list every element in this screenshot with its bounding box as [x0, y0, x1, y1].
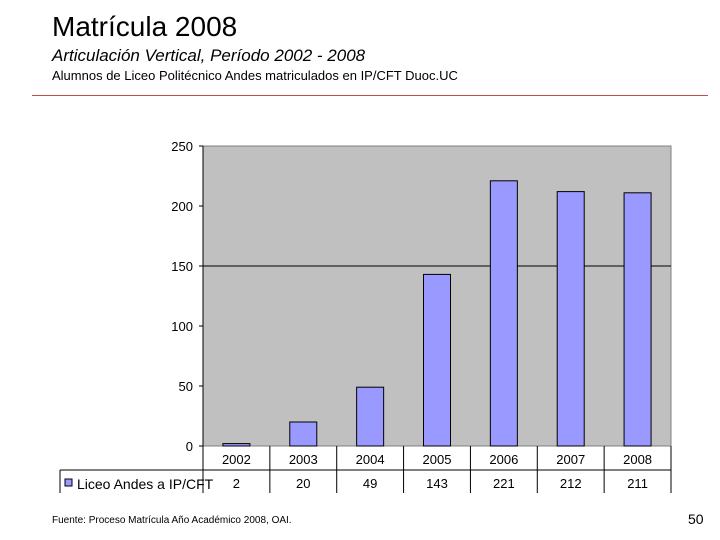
x-tick-label: 2005: [423, 452, 452, 467]
data-label: 20: [296, 476, 310, 491]
y-tick-label: 0: [186, 439, 193, 454]
data-label: 2: [233, 476, 240, 491]
bar: [423, 273, 451, 447]
bar: [356, 386, 385, 447]
legend-label: Liceo Andes a IP/CFT: [77, 476, 214, 492]
title-divider: [32, 95, 708, 96]
y-tick-label: 50: [179, 379, 193, 394]
bar: [289, 421, 318, 447]
data-label: 143: [426, 476, 448, 491]
x-tick-label: 2004: [356, 452, 385, 467]
x-tick-label: 2003: [289, 452, 318, 467]
data-label: 211: [627, 476, 648, 491]
bar: [489, 180, 518, 447]
y-tick-label: 200: [171, 199, 193, 214]
bar: [222, 443, 251, 447]
bar: [623, 192, 652, 447]
x-tick-label: 2006: [489, 452, 518, 467]
x-tick-label: 2008: [623, 452, 652, 467]
legend-swatch: [64, 478, 73, 487]
source-note: Fuente: Proceso Matrícula Año Académico …: [52, 515, 292, 526]
y-tick-label: 150: [171, 259, 193, 274]
slide-title: Matrícula 2008: [52, 11, 238, 42]
slide-subtitle: Articulación Vertical, Período 2002 - 20…: [52, 46, 366, 65]
y-tick-label: 250: [171, 139, 193, 154]
data-label: 49: [363, 476, 377, 491]
page-number: 50: [688, 511, 704, 527]
bar: [556, 191, 585, 447]
data-label: 221: [493, 476, 515, 491]
y-tick-label: 100: [171, 319, 193, 334]
x-tick-label: 2007: [556, 452, 585, 467]
slide-description: Alumnos de Liceo Politécnico Andes matri…: [52, 68, 458, 83]
data-label: 212: [560, 476, 582, 491]
x-tick-label: 2002: [222, 452, 251, 467]
